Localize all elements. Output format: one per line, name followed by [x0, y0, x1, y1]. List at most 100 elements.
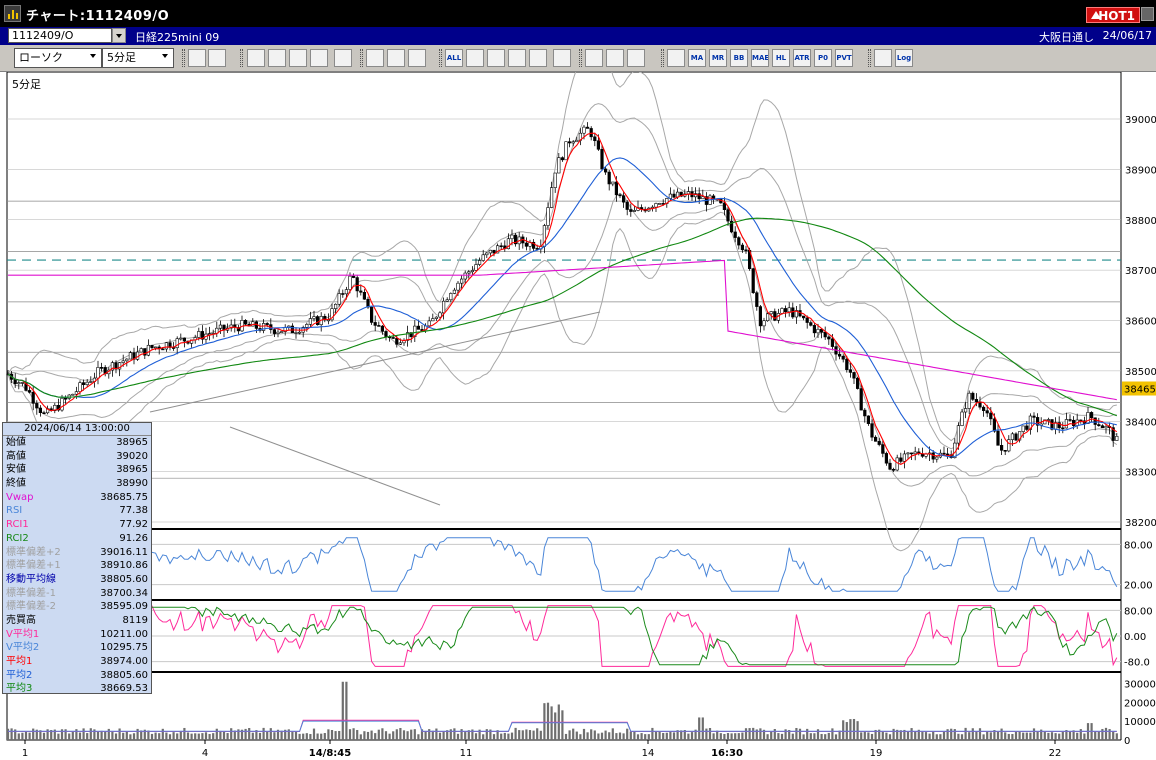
- candle-body: [744, 249, 748, 252]
- candle-icon[interactable]: [247, 49, 265, 67]
- candlestick-series: [6, 122, 1119, 472]
- split-icon[interactable]: [208, 49, 226, 67]
- candle-body: [323, 316, 327, 321]
- chart-type-select[interactable]: ローソク: [14, 48, 102, 68]
- box-icon[interactable]: [874, 49, 892, 67]
- data-row-label: 平均2: [6, 669, 33, 681]
- volume-bar: [384, 731, 388, 740]
- candle-body: [154, 346, 158, 349]
- ma-icon[interactable]: MA: [688, 49, 706, 67]
- window-a-icon[interactable]: [387, 49, 405, 67]
- candle-body: [200, 331, 205, 340]
- hl-icon[interactable]: HL: [772, 49, 790, 67]
- candle-body: [877, 441, 881, 445]
- volume-bar: [773, 728, 776, 740]
- all-icon[interactable]: ALL: [445, 49, 463, 67]
- candle-body: [179, 337, 183, 340]
- volume-bar: [590, 729, 593, 740]
- volume-bar: [464, 732, 467, 740]
- volume-bar: [881, 731, 884, 740]
- pen-icon[interactable]: [466, 49, 484, 67]
- window-b-icon[interactable]: [408, 49, 426, 67]
- candle-body: [89, 381, 93, 383]
- volume-bar: [179, 730, 182, 740]
- volume-bar: [413, 729, 416, 740]
- candle-body: [236, 327, 241, 332]
- arrow-icon[interactable]: [529, 49, 547, 67]
- candle-body: [413, 325, 417, 338]
- data-row-value: 38805.60: [100, 573, 148, 585]
- interval-select[interactable]: 5分足: [102, 48, 174, 68]
- volume-bar: [1047, 732, 1050, 740]
- zoom-icon[interactable]: [188, 49, 206, 67]
- volume-bar: [305, 733, 308, 740]
- candle-body: [1003, 450, 1007, 452]
- data-row: 平均3 38669.53: [3, 682, 151, 696]
- log-icon[interactable]: Log: [895, 49, 913, 67]
- candle-body: [618, 194, 622, 197]
- volume-bar: [672, 732, 676, 740]
- pivot-alt-icon[interactable]: P0: [814, 49, 832, 67]
- volume-bar: [122, 732, 125, 740]
- grid-icon[interactable]: [606, 49, 624, 67]
- volume-tick-label: 10000: [1124, 717, 1156, 728]
- candle-body: [582, 126, 586, 134]
- marker-icon[interactable]: [366, 49, 384, 67]
- trash-icon[interactable]: [585, 49, 603, 67]
- volume-bar: [748, 728, 751, 740]
- price-chart[interactable]: 39000 38900 38800 38700 38600 38500 38400 38300…: [0, 72, 1156, 760]
- candle-body: [805, 317, 809, 323]
- volume-bar: [820, 733, 823, 740]
- bb-icon[interactable]: BB: [730, 49, 748, 67]
- candle-body: [463, 272, 467, 280]
- note-icon[interactable]: [553, 49, 571, 67]
- volume-bar: [165, 732, 168, 740]
- data-row: V平均1 10211.00: [3, 628, 151, 642]
- candle-body: [607, 171, 611, 185]
- candle-body: [434, 316, 439, 319]
- chevron-down-icon[interactable]: [112, 28, 126, 43]
- search-icon[interactable]: [268, 49, 286, 67]
- bar-chart-icon[interactable]: [289, 49, 307, 67]
- candle-body: [369, 306, 374, 323]
- candle-body: [1032, 415, 1036, 418]
- volume-bar: [784, 729, 787, 740]
- data-row: 高値 39020: [3, 450, 151, 464]
- candle-body: [510, 234, 514, 240]
- candle-body: [355, 277, 359, 292]
- volume-bar: [762, 729, 766, 740]
- draw-line-icon[interactable]: [487, 49, 505, 67]
- volume-bar: [212, 733, 215, 740]
- candle-body: [416, 325, 421, 330]
- atr-icon[interactable]: ATR: [793, 49, 811, 67]
- color-icon[interactable]: [667, 49, 685, 67]
- volume-bar: [1072, 730, 1075, 740]
- price-tick-label: 38800: [1125, 216, 1156, 227]
- volume-bar: [104, 731, 107, 740]
- volume-bar: [68, 733, 71, 740]
- volume-bar: [17, 733, 20, 740]
- settings-icon[interactable]: [627, 49, 645, 67]
- instrument-code-input[interactable]: 1112409/O: [8, 28, 112, 43]
- pvt-icon[interactable]: PVT: [835, 49, 853, 67]
- cursor-icon[interactable]: [508, 49, 526, 67]
- bollinger-band-line: [7, 72, 1117, 442]
- session-label: 大阪日通し: [1039, 31, 1094, 44]
- volume-bar: [42, 732, 46, 740]
- candle-body: [441, 300, 446, 314]
- candle-body: [431, 318, 435, 322]
- volume-bar: [485, 729, 488, 740]
- window-close-button[interactable]: [1141, 7, 1154, 21]
- data-row-label: 標準偏差-1: [6, 587, 56, 599]
- line-chart-icon[interactable]: [310, 49, 328, 67]
- data-row-value: 10295.75: [100, 642, 148, 654]
- trend-icon[interactable]: [334, 49, 352, 67]
- hot-button[interactable]: HOT1: [1086, 7, 1140, 23]
- volume-bar: [320, 733, 323, 740]
- candle-body: [891, 468, 896, 471]
- mae-icon[interactable]: MAE: [751, 49, 769, 67]
- mr-icon[interactable]: MR: [709, 49, 727, 67]
- candle-body: [197, 331, 201, 338]
- candle-body: [308, 318, 313, 325]
- data-row-label: 安値: [6, 464, 26, 476]
